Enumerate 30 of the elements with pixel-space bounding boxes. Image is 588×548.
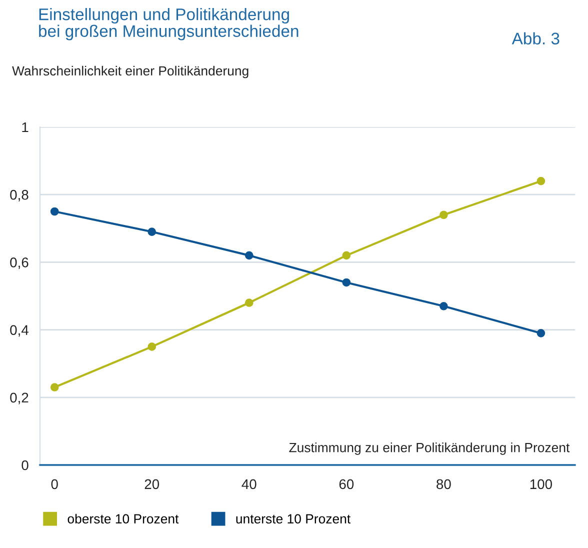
- legend-label: oberste 10 Prozent: [68, 514, 179, 524]
- x-tick-label: 60: [339, 479, 354, 490]
- caption: Abb. 3: [512, 32, 560, 44]
- y-tick-label: 0,6: [10, 258, 28, 270]
- x-tick-label: 0: [51, 479, 58, 490]
- point: [244, 298, 254, 307]
- point: [342, 251, 351, 260]
- point: [148, 228, 156, 236]
- point: [536, 329, 546, 338]
- legend-label: unterste 10 Prozent: [236, 514, 350, 524]
- point: [440, 210, 448, 220]
- y-tick-label: 0,4: [10, 325, 28, 337]
- point: [148, 342, 156, 351]
- point: [50, 383, 59, 392]
- y-tick-label: 0,2: [10, 392, 28, 404]
- y-tick-label: 1: [22, 122, 28, 132]
- point: [342, 278, 351, 287]
- x-tick-label: 20: [144, 479, 160, 490]
- point: [50, 207, 59, 216]
- x-tick-label: 80: [436, 479, 451, 490]
- chart-title: Einstellungen und Politikänderung bei großen Meinungsunterschieden: [39, 8, 298, 40]
- x-tick-label: 100: [530, 479, 552, 490]
- y-tick-label: 0: [22, 460, 28, 470]
- point: [440, 302, 448, 310]
- y-axis-title: Wahrscheinlichkeit einer Politikänderung: [12, 66, 248, 78]
- y-tick-label: 0,8: [10, 190, 28, 202]
- x-axis-title: Zustimmung zu einer Politikänderung in Prozent: [289, 442, 570, 455]
- point: [244, 251, 254, 260]
- x-tick-label: 40: [242, 479, 256, 490]
- point: [536, 176, 546, 186]
